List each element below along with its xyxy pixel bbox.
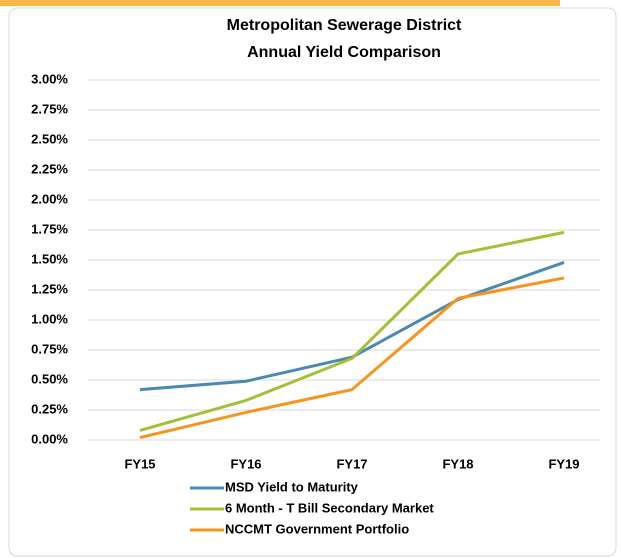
y-tick-label: 2.75% (31, 101, 68, 116)
series-line (139, 276, 565, 440)
y-tick-label: 1.75% (31, 221, 68, 236)
legend-label: 6 Month - T Bill Secondary Market (225, 500, 434, 515)
y-tick-label: 1.25% (31, 281, 68, 296)
x-tick-label: FY17 (336, 456, 367, 471)
chart-frame (8, 7, 617, 557)
top-bar (0, 0, 560, 6)
legend-label: MSD Yield to Maturity (225, 479, 359, 494)
y-tick-label: 0.75% (31, 341, 68, 356)
y-tick-label: 2.50% (31, 131, 68, 146)
y-tick-label: 0.00% (31, 431, 68, 446)
chart-title: Annual Yield Comparison (247, 44, 441, 61)
x-tick-label: FY19 (548, 456, 579, 471)
chart-title: Metropolitan Sewerage District (227, 17, 462, 34)
y-tick-label: 1.50% (31, 251, 68, 266)
y-tick-label: 1.00% (31, 311, 68, 326)
y-tick-label: 3.00% (31, 71, 68, 86)
legend-label: NCCMT Government Portfolio (225, 521, 409, 536)
x-tick-label: FY18 (442, 456, 473, 471)
y-tick-label: 0.50% (31, 371, 68, 386)
x-tick-label: FY15 (124, 456, 155, 471)
x-tick-label: FY16 (230, 456, 261, 471)
series-line (139, 230, 565, 432)
y-tick-label: 2.25% (31, 161, 68, 176)
y-tick-label: 2.00% (31, 191, 68, 206)
y-tick-label: 0.25% (31, 401, 68, 416)
